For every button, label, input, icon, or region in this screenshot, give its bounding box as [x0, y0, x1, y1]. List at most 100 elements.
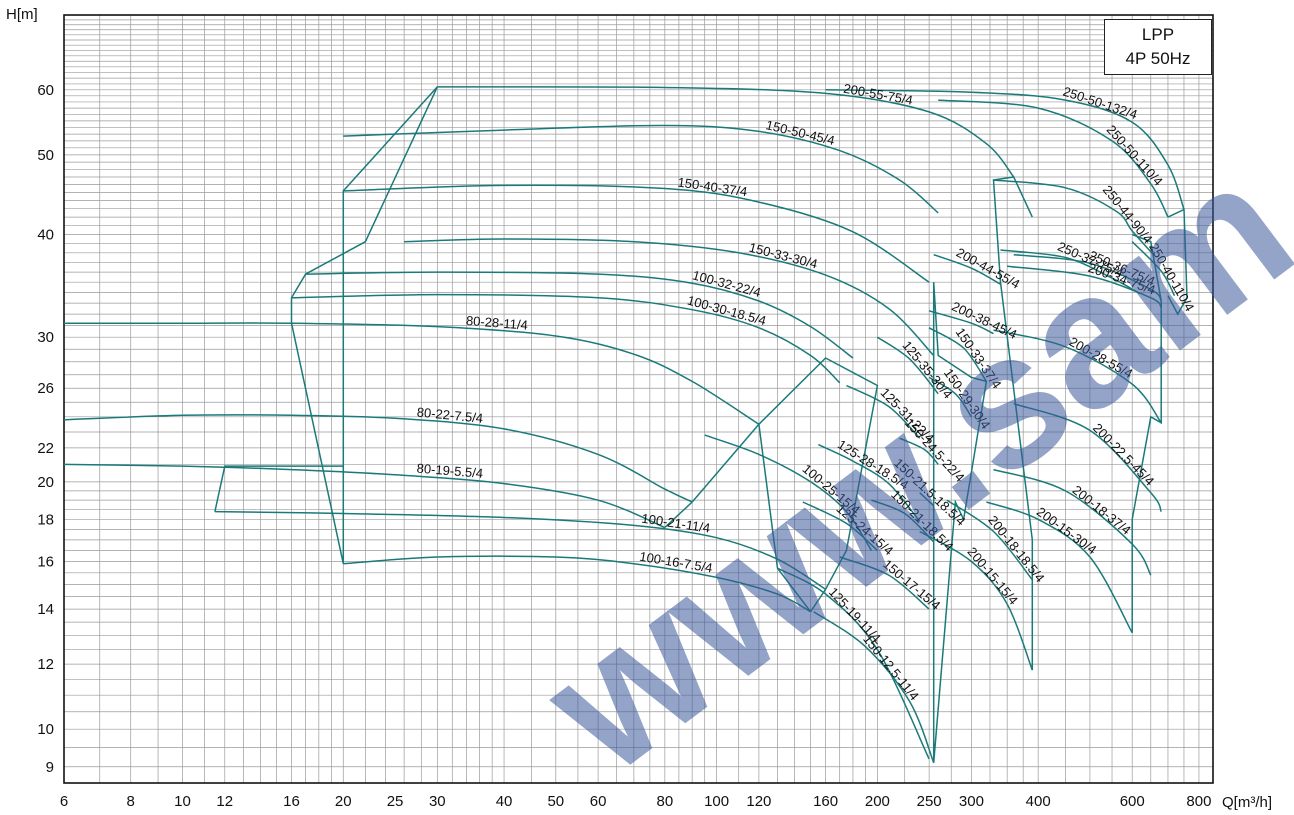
series-label: 80-22-7.5/4: [416, 404, 484, 425]
y-axis-label: H[m]: [6, 6, 38, 23]
series-line: [993, 179, 1155, 257]
y-tick-label: 40: [37, 227, 54, 244]
series-line: [825, 89, 1185, 210]
series-label: 200-22.5-45/4: [1090, 420, 1157, 488]
x-tick-label: 25: [387, 793, 404, 810]
plot-frame: [63, 14, 1214, 784]
legend-line-2: 4P 50Hz: [1125, 49, 1191, 68]
series-label: 250-50-110/4: [1104, 122, 1166, 189]
pump-curves: [63, 86, 1185, 764]
y-tick-label: 10: [37, 721, 54, 738]
series-line: [899, 437, 939, 465]
series-line: [214, 510, 826, 590]
series-line: [946, 499, 1033, 581]
series-line: [343, 555, 811, 613]
series-line: [343, 184, 930, 283]
series-line: [933, 253, 1001, 285]
series-line: [876, 336, 939, 395]
y-tick-label: 18: [37, 511, 54, 528]
series-label: 250-50-132/4: [1061, 84, 1139, 123]
x-tick-label: 800: [1186, 793, 1211, 810]
series-line: [813, 611, 935, 764]
series-label: 150-40-37/4: [677, 174, 749, 199]
x-tick-label: 60: [590, 793, 607, 810]
envelope-line: [1167, 208, 1188, 316]
series-line: [846, 384, 921, 439]
envelope-line: [214, 465, 344, 512]
chart-legend-box: LPP 4P 50Hz: [1104, 19, 1212, 75]
series-line: [839, 556, 930, 610]
y-tick-label: 12: [37, 656, 54, 673]
x-tick-label: 400: [1026, 793, 1051, 810]
series-line: [1007, 265, 1162, 309]
series-line: [928, 376, 973, 418]
y-tick-label: 22: [37, 440, 54, 457]
series-line: [343, 124, 939, 214]
x-tick-label: 20: [335, 793, 352, 810]
y-tick-label: 26: [37, 380, 54, 397]
x-tick-labels: 6 8 10 12 16 20 25 30 40 50 60 80 100 120 160 200 250 300…: [60, 793, 1212, 810]
series-label: 250-44-90/4: [1100, 182, 1156, 246]
x-tick-label: 200: [865, 793, 890, 810]
x-tick-label: 12: [216, 793, 233, 810]
plot-border: [63, 14, 1214, 784]
y-tick-label: 60: [37, 82, 54, 99]
series-line: [919, 530, 1034, 671]
grid-lines: [63, 14, 1214, 783]
y-tick-labels: 9 10 12 14 16 18 20 22 26 30 40 50 60: [37, 82, 54, 776]
y-tick-label: 9: [46, 759, 54, 776]
x-tick-label: 160: [813, 793, 838, 810]
y-tick-label: 14: [37, 601, 54, 618]
envelope-line: [290, 86, 438, 564]
series-line: [64, 322, 760, 425]
series-line: [777, 567, 930, 760]
series-label: 150-33-30/4: [747, 240, 819, 272]
x-tick-label: 100: [704, 793, 729, 810]
series-line: [305, 271, 854, 359]
series-line: [291, 293, 841, 384]
x-tick-label: 600: [1120, 793, 1145, 810]
series-line: [986, 501, 1133, 634]
x-axis-label: Q[m³/h]: [1222, 794, 1272, 811]
x-tick-label: 120: [746, 793, 771, 810]
series-line: [817, 443, 921, 522]
x-tick-label: 16: [283, 793, 300, 810]
series-line: [1000, 249, 1141, 295]
series-label: 80-28-11/4: [465, 313, 528, 333]
x-tick-label: 80: [656, 793, 673, 810]
legend-line-1: LPP: [1141, 25, 1175, 44]
series-line: [704, 434, 873, 551]
x-tick-label: 50: [547, 793, 564, 810]
series-line: [928, 310, 994, 335]
series-line: [63, 463, 666, 529]
series-label: 200-28-55/4: [1067, 334, 1136, 381]
x-tick-label: 40: [496, 793, 513, 810]
y-tick-label: 50: [37, 147, 54, 164]
series-line: [928, 327, 988, 382]
series-line: [437, 86, 1015, 178]
series-label: 100-21-11/4: [641, 511, 712, 536]
series-label: 200-44-55/4: [954, 245, 1023, 292]
series-line: [404, 238, 935, 357]
x-tick-label: 10: [174, 793, 191, 810]
y-tick-label: 16: [37, 553, 54, 570]
envelope-line: [758, 357, 879, 613]
envelope-line: [992, 176, 1034, 671]
series-line: [938, 99, 1169, 218]
x-tick-label: 300: [959, 793, 984, 810]
series-label: 80-19-5.5/4: [416, 461, 483, 481]
x-tick-label: 8: [127, 793, 135, 810]
x-tick-label: 30: [429, 793, 446, 810]
series-line: [993, 329, 1162, 424]
series-line: [919, 492, 935, 507]
envelope-line: [932, 282, 988, 763]
series-line: [1013, 402, 1162, 512]
series-line: [63, 414, 693, 503]
y-tick-label: 20: [37, 474, 54, 491]
series-label: 150-12.5-11/4: [860, 632, 922, 704]
x-tick-label: 6: [60, 793, 68, 810]
series-line: [802, 501, 878, 552]
series-line: [1013, 253, 1162, 302]
x-tick-label: 250: [917, 793, 942, 810]
